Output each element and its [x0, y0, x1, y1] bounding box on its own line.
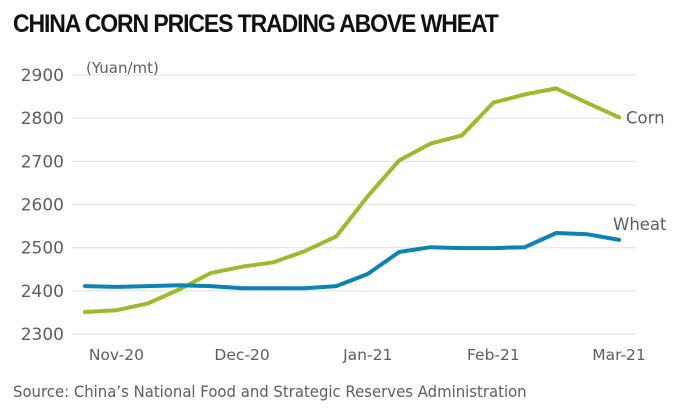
gridlines — [72, 74, 636, 335]
x-tick-label: Jan-21 — [342, 346, 392, 364]
y-tick-label: 2700 — [21, 152, 64, 172]
series-lines — [83, 86, 621, 314]
y-tick-label: 2500 — [21, 239, 64, 259]
x-tick-label: Mar-21 — [592, 346, 646, 364]
y-tick-label: 2400 — [21, 282, 64, 302]
series-label-corn: Corn — [626, 108, 665, 127]
chart-title: CHINA CORN PRICES TRADING ABOVE WHEAT — [13, 10, 499, 38]
x-axis-ticks: Nov-20 Dec-20 Jan-21 Feb-21 Mar-21 — [89, 346, 646, 364]
y-axis-ticks: 2300 2400 2500 2600 2700 2800 2900 — [21, 66, 64, 345]
y-tick-label: 2800 — [21, 109, 64, 129]
series-label-wheat: Wheat — [613, 215, 667, 234]
y-axis-unit-label: (Yuan/mt) — [86, 59, 159, 77]
y-tick-label: 2600 — [21, 196, 64, 216]
series-line-corn — [83, 86, 621, 314]
series-line-wheat — [83, 231, 621, 291]
y-tick-label: 2900 — [21, 66, 64, 86]
x-tick-label: Feb-21 — [467, 346, 520, 364]
x-tick-label: Dec-20 — [214, 346, 269, 364]
source-note: Source: China’s National Food and Strate… — [13, 382, 527, 401]
series-labels: Corn Wheat — [613, 108, 667, 234]
x-tick-label: Nov-20 — [89, 346, 144, 364]
y-tick-label: 2300 — [21, 325, 64, 345]
